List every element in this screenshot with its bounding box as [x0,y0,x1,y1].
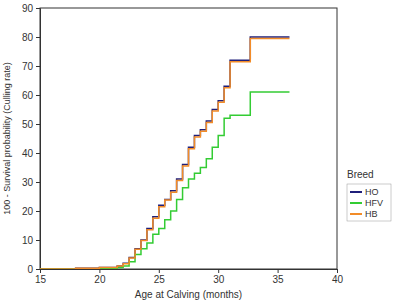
series-line [40,38,289,269]
tick-label: 90 [22,3,34,14]
tick-label: 30 [213,274,225,285]
legend-swatch [350,191,362,193]
tick-label: 40 [22,148,34,159]
tick-label: 25 [154,274,166,285]
tick-mark [36,37,40,38]
tick: 15 [35,269,47,285]
tick-label: 10 [22,235,34,246]
tick-label: 60 [22,90,34,101]
tick-label: 0 [27,264,33,275]
legend-swatch [350,213,362,215]
tick-mark [159,269,160,273]
tick: 80 [22,32,40,43]
tick-mark [218,269,219,273]
tick: 60 [22,90,40,101]
tick: 10 [22,235,40,246]
tick-mark [36,153,40,154]
tick: 25 [154,269,166,285]
legend-title: Breed [347,169,374,180]
tick-label: 15 [35,274,47,285]
chart: 15 20 25 30 35 40 0 10 20 30 40 50 60 70 80 90 Age at Ca… [0,0,400,303]
plot: 15 20 25 30 35 40 0 10 20 30 40 50 60 70 80 90 [22,3,344,285]
tick-mark [36,211,40,212]
legend-swatch [350,202,362,204]
tick-label: 35 [273,274,285,285]
legend-box [347,184,391,221]
tick: 20 [94,269,106,285]
tick-mark [36,124,40,125]
tick-mark [36,182,40,183]
tick: 20 [22,206,40,217]
tick-mark [36,95,40,96]
y-axis: 0 10 20 30 40 50 60 70 80 90 [22,3,41,275]
tick-mark [337,269,338,273]
tick: 0 [27,264,40,275]
tick-label: 70 [22,61,34,72]
tick-mark [36,66,40,67]
tick-mark [36,269,40,270]
axis-line [41,270,338,274]
legend-label: HO [365,187,379,197]
x-axis-title: Age at Calving (months) [135,289,242,300]
tick: 70 [22,61,40,72]
tick: 50 [22,119,40,130]
x-axis: 15 20 25 30 35 40 [35,269,344,285]
series-line [40,92,289,269]
legend-label: HFV [365,198,383,208]
tick: 40 [332,269,344,285]
legend-label: HB [365,209,378,219]
lines [40,37,289,269]
tick-label: 20 [94,274,106,285]
tick-label: 30 [22,177,34,188]
tick-mark [99,269,100,273]
tick: 35 [273,269,285,285]
tick-label: 20 [22,206,34,217]
tick-mark [278,269,279,273]
tick-mark [36,8,40,9]
tick-label: 50 [22,119,34,130]
axis-line [36,9,41,270]
tick: 30 [213,269,225,285]
tick: 90 [22,3,40,14]
tick: 30 [22,177,40,188]
tick-label: 80 [22,32,34,43]
legend: Breed HOHFVHB [347,169,391,221]
plot-frame [40,8,337,269]
tick-mark [36,240,40,241]
tick-label: 40 [332,274,344,285]
tick: 40 [22,148,40,159]
y-axis-title: 100 - Survival probability (Culling rate… [2,62,12,215]
series-line [40,37,289,269]
